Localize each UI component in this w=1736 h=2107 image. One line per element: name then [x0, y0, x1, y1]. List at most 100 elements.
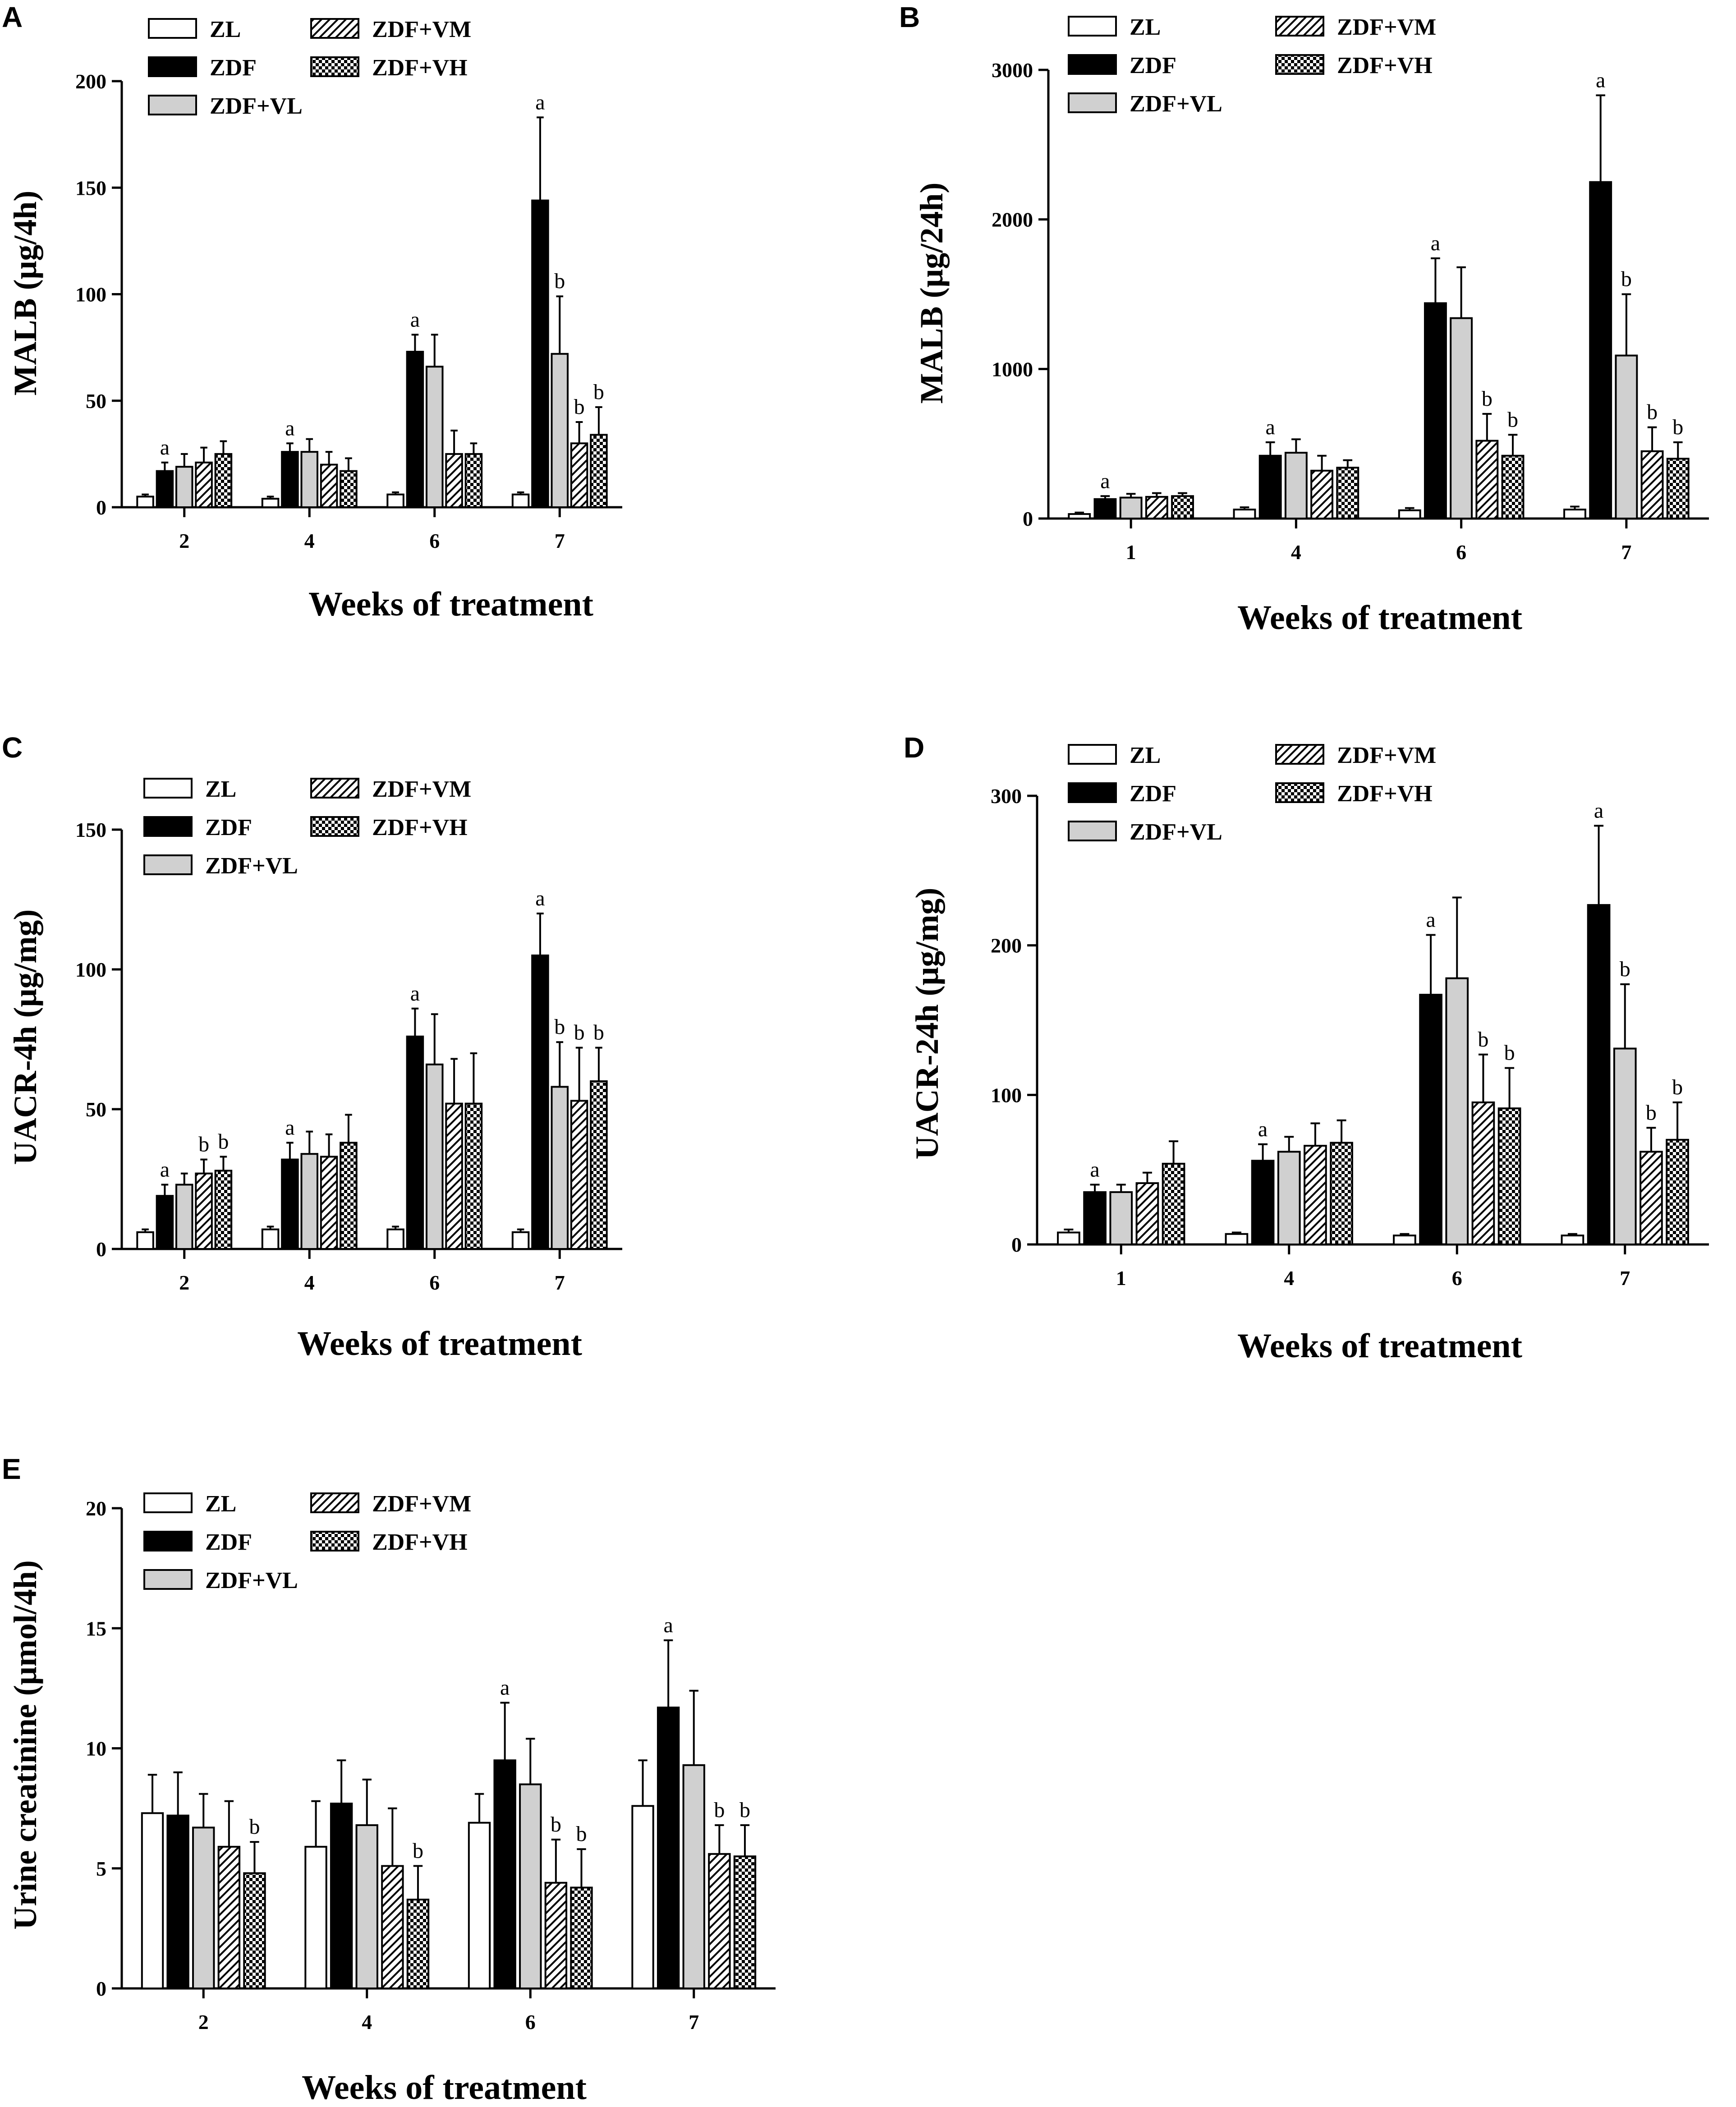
significance-label: a [410, 308, 420, 331]
bar [406, 351, 424, 508]
bar [195, 1172, 213, 1250]
significance-label: a [285, 1115, 294, 1139]
legend-swatch [310, 1492, 359, 1513]
legend: ZL ZDF ZDF+VL ZDF+VM ZDF+VH [143, 1491, 471, 1593]
x-tick-label: 6 [429, 1271, 440, 1294]
bar [1445, 977, 1469, 1245]
bar [340, 1142, 358, 1250]
y-tick-label: 5 [96, 1857, 106, 1880]
bar [570, 442, 588, 508]
legend-swatch [148, 95, 197, 115]
legend-swatch [1068, 16, 1117, 37]
bar [657, 1706, 680, 1990]
bar [1068, 513, 1091, 520]
x-tick-label: 6 [429, 529, 440, 552]
bar [511, 1231, 530, 1250]
legend-swatch [143, 778, 193, 799]
legend-label: ZDF+VH [1337, 53, 1433, 78]
bar [1145, 496, 1168, 519]
legend-swatch [310, 1531, 359, 1552]
x-tick-label: 6 [525, 2011, 536, 2034]
x-tick-label: 4 [1291, 541, 1301, 564]
legend-label: ZDF+VL [1130, 819, 1222, 845]
bar [156, 1195, 174, 1250]
significance-label: b [218, 1129, 229, 1153]
x-tick-label: 7 [1621, 541, 1631, 564]
bar [1424, 302, 1447, 520]
y-axis-label: MALB (μg/24h) [914, 183, 950, 404]
bar [1561, 1235, 1584, 1246]
significance-label: a [663, 1613, 673, 1637]
legend-swatch [143, 1569, 193, 1590]
bar [1251, 1160, 1275, 1245]
bar [320, 464, 338, 508]
significance-label: a [535, 90, 545, 114]
significance-label: b [1672, 1075, 1683, 1099]
bar [175, 466, 193, 508]
legend-swatch [1068, 782, 1117, 803]
legend-swatch [310, 56, 359, 77]
bar [551, 1086, 569, 1250]
bar [156, 470, 174, 509]
legend-label: ZDF [205, 815, 252, 840]
bar [590, 434, 608, 508]
bar [570, 1100, 588, 1250]
panel-letter: D [904, 731, 924, 764]
y-tick-label: 10 [86, 1737, 106, 1760]
y-tick-label: 0 [96, 496, 106, 519]
y-tick-label: 0 [1023, 507, 1033, 530]
significance-label: b [554, 1015, 565, 1039]
significance-label: a [535, 886, 545, 910]
bar [1225, 1233, 1249, 1246]
x-tick-label: 4 [304, 529, 315, 552]
significance-label: a [1266, 415, 1275, 439]
legend-swatch [143, 854, 193, 875]
y-tick-label: 2000 [992, 208, 1033, 231]
significance-label: a [1596, 68, 1605, 92]
significance-label: b [1478, 1028, 1488, 1051]
bar [1589, 181, 1612, 519]
legend: ZL ZDF ZDF+VL ZDF+VM ZDF+VH [148, 17, 471, 119]
legend-swatch [1275, 782, 1324, 803]
y-tick-label: 200 [75, 70, 106, 93]
significance-label: a [1426, 908, 1435, 932]
legend-label: ZDF+VL [205, 1568, 298, 1593]
bar [1284, 452, 1308, 519]
bar [1258, 454, 1282, 520]
significance-label: b [1504, 1041, 1515, 1065]
bar [551, 353, 569, 508]
bar [1666, 1138, 1689, 1245]
bar [1419, 994, 1442, 1246]
bar [1083, 1191, 1107, 1246]
legend-swatch [148, 56, 197, 77]
x-tick-label: 4 [304, 1271, 315, 1294]
y-axis-label: MALB (μg/4h) [7, 191, 43, 396]
bar [1666, 458, 1690, 519]
panel-letter: C [2, 731, 23, 764]
y-tick-label: 200 [991, 934, 1022, 957]
legend-swatch [148, 18, 197, 39]
bar [1336, 467, 1359, 519]
bar [464, 453, 483, 508]
bar [425, 1063, 444, 1250]
bar [1304, 1145, 1327, 1246]
bar [1398, 509, 1421, 519]
legend-label: ZDF+VL [1130, 91, 1222, 117]
y-tick-label: 15 [86, 1617, 106, 1640]
legend-label: ZDF+VM [1337, 14, 1436, 40]
legend-swatch [1068, 821, 1117, 841]
significance-label: b [576, 1822, 587, 1846]
bar [355, 1824, 378, 1989]
bar [1497, 1107, 1521, 1246]
y-tick-label: 100 [991, 1083, 1022, 1106]
significance-label: b [1620, 957, 1630, 981]
bar [195, 461, 213, 509]
x-axis-label: Weeks of treatment [1237, 1327, 1522, 1365]
legend-swatch [310, 778, 359, 799]
bar [531, 955, 549, 1250]
bar [445, 453, 463, 508]
bar [1093, 498, 1117, 519]
bar [214, 453, 233, 508]
bar [136, 496, 154, 508]
